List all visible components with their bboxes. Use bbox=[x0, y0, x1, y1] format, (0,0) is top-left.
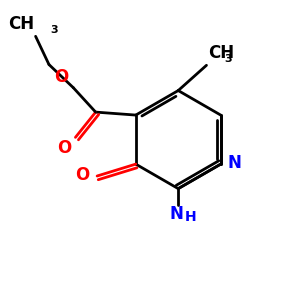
Text: CH: CH bbox=[8, 15, 34, 33]
Text: N: N bbox=[170, 205, 184, 223]
Text: 3: 3 bbox=[50, 25, 58, 35]
Text: O: O bbox=[57, 139, 71, 157]
Text: CH: CH bbox=[208, 44, 234, 62]
Text: 3: 3 bbox=[224, 54, 232, 64]
Text: N: N bbox=[227, 154, 241, 172]
Text: O: O bbox=[75, 166, 90, 184]
Text: O: O bbox=[54, 68, 68, 86]
Text: H: H bbox=[185, 210, 197, 224]
